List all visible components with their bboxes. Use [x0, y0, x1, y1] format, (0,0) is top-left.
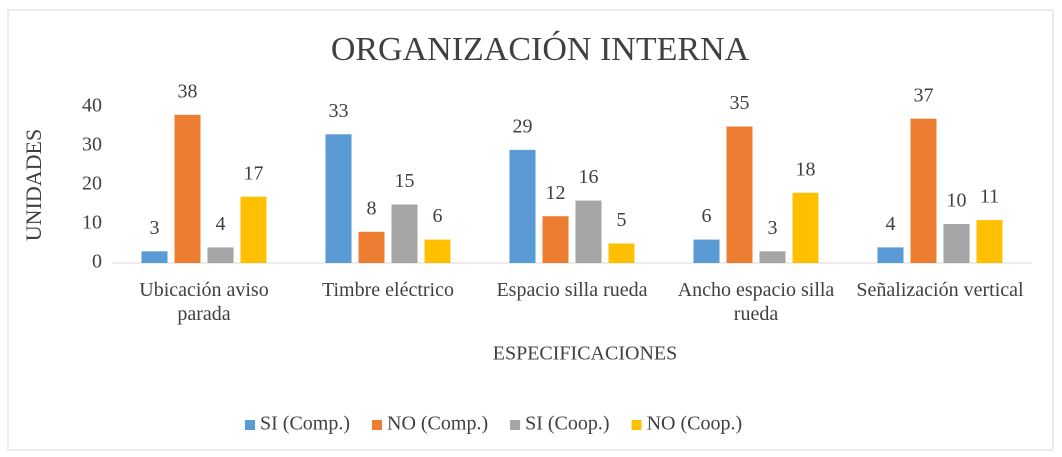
legend-swatch [631, 420, 642, 430]
y-axis-title: UNIDADES [21, 129, 46, 241]
data-label: 10 [947, 190, 967, 212]
bar [207, 247, 234, 263]
legend-label: NO (Coop.) [647, 413, 743, 435]
data-label: 16 [579, 166, 599, 188]
x-tick-label: Ancho espacio silla rueda [677, 279, 835, 325]
legend-swatch [245, 420, 255, 430]
bar [693, 239, 720, 263]
data-label: 11 [980, 186, 999, 208]
bar [509, 149, 536, 263]
legend-label: SI (Comp.) [260, 413, 350, 435]
data-label: 33 [329, 100, 349, 122]
legend-label: SI (Coop.) [525, 413, 609, 435]
data-label: 4 [216, 213, 226, 235]
data-label: 4 [886, 213, 896, 235]
bar [358, 231, 385, 263]
data-label: 17 [244, 162, 264, 184]
legend-swatch [510, 420, 521, 430]
y-tick-label: 20 [82, 173, 102, 195]
legend-swatch [372, 420, 382, 430]
x-axis-title: ESPECIFICACIONES [493, 343, 677, 365]
data-label: 15 [395, 170, 415, 192]
data-label: 37 [914, 84, 934, 106]
bar [240, 196, 267, 263]
data-label: 6 [702, 205, 712, 227]
bar [976, 220, 1003, 263]
legend-label: NO (Comp.) [387, 413, 488, 435]
data-label: 3 [768, 217, 778, 239]
bar [325, 134, 352, 263]
data-label: 18 [796, 158, 816, 180]
bar [174, 114, 201, 263]
bar [424, 239, 451, 263]
y-tick-label: 0 [92, 251, 102, 273]
data-label: 12 [546, 182, 566, 204]
y-tick-label: 40 [82, 95, 102, 117]
y-tick-label: 10 [82, 212, 102, 234]
bar [877, 247, 904, 263]
bar [726, 126, 753, 263]
bar [910, 118, 937, 263]
bar [391, 204, 418, 263]
data-label: 38 [178, 80, 198, 102]
x-tick-label: Timbre eléctrico [321, 279, 454, 301]
bar [575, 200, 602, 263]
bar [792, 192, 819, 263]
bar [608, 243, 635, 263]
x-tick-label: Ubicación aviso parada [139, 279, 269, 325]
data-label: 3 [150, 217, 160, 239]
bar [943, 224, 970, 263]
bar [759, 251, 786, 263]
data-label: 29 [513, 115, 533, 137]
data-label: 6 [433, 205, 443, 227]
bar [542, 216, 569, 263]
bar [141, 251, 168, 263]
y-tick-label: 30 [82, 134, 102, 156]
x-tick-label: Señalización vertical [856, 279, 1024, 301]
data-label: 5 [617, 209, 627, 231]
data-label: 35 [730, 92, 750, 114]
data-label: 8 [367, 197, 377, 219]
chart-title: ORGANIZACIÓN INTERNA [331, 30, 750, 68]
x-tick-label: Espacio silla rueda [496, 279, 648, 301]
